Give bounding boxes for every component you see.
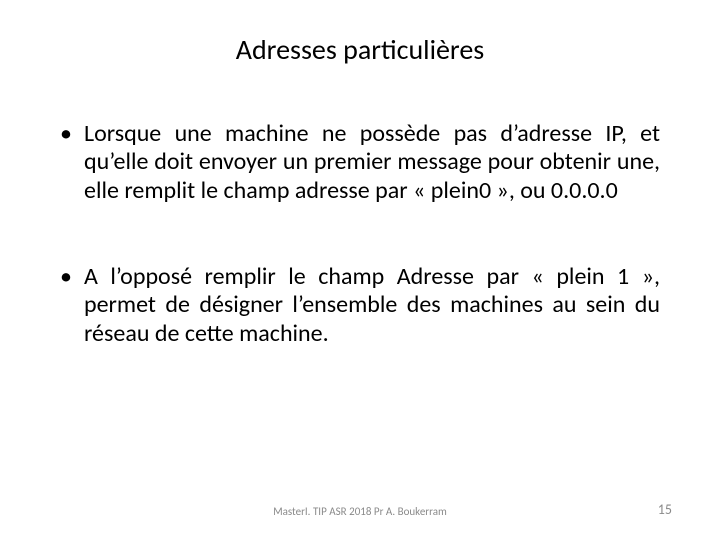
bullet-item: Lorsque une machine ne possède pas d’adr… <box>60 120 660 205</box>
bullet-item: A l’opposé remplir le champ Adresse par … <box>60 263 660 348</box>
slide: Adresses particulières Lorsque une machi… <box>0 0 720 540</box>
page-number: 15 <box>658 501 672 518</box>
footer-text: MasterI. TIP ASR 2018 Pr A. Boukerram <box>0 505 720 518</box>
slide-body: Lorsque une machine ne possède pas d’adr… <box>60 120 660 406</box>
bullet-list: Lorsque une machine ne possède pas d’adr… <box>60 120 660 348</box>
slide-title: Adresses particulières <box>0 32 720 67</box>
